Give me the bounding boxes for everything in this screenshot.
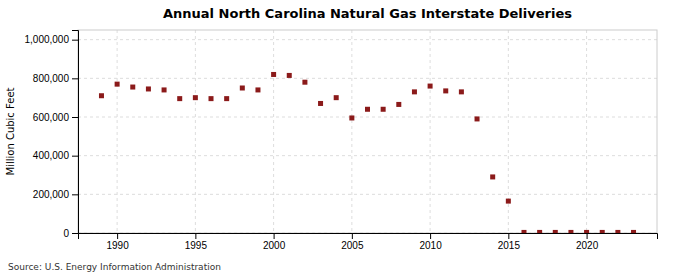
point [209, 96, 214, 101]
point [506, 199, 511, 204]
y-tick: 600,000 [33, 112, 78, 123]
y-axis-title: Million Cubic Feet [5, 87, 16, 175]
y-tick: 800,000 [33, 73, 78, 84]
x-tick-label: 1990 [106, 240, 129, 251]
plot-frame [78, 30, 657, 233]
point [428, 84, 433, 89]
y-grid-line [78, 117, 657, 118]
x-grid-line [351, 30, 352, 233]
y-tick-mark [72, 117, 78, 118]
x-tick-mark [587, 233, 588, 239]
y-tick-mark [72, 194, 78, 195]
point [537, 230, 542, 233]
y-tick-mark [72, 156, 78, 157]
title: Annual North Carolina Natural Gas Inters… [163, 6, 572, 21]
y-tick-label: 0 [63, 228, 69, 239]
y-axis: 0 200,000 400,000 600,000 800,000 1,000,000 [25, 31, 79, 239]
point [584, 230, 589, 233]
points [99, 72, 636, 233]
point [396, 102, 401, 107]
x-tick-label: 2010 [419, 240, 442, 251]
chart: 1990 1995 2000 2005 2010 2015 2020 0 200,000 400,… [0, 0, 675, 275]
point [600, 230, 605, 233]
point [302, 80, 307, 85]
x-grid-line [586, 30, 587, 233]
point [349, 115, 354, 120]
x-axis-line [79, 234, 658, 240]
y-tick-label: 1,000,000 [25, 34, 70, 45]
point [568, 230, 573, 233]
point [130, 85, 135, 90]
y-tick: 200,000 [33, 189, 78, 200]
y-tick-label: 200,000 [33, 189, 70, 200]
x-tick-label: 2005 [341, 240, 364, 251]
point [443, 88, 448, 93]
point [615, 230, 620, 233]
point [553, 230, 558, 233]
x-tick-label: 2015 [498, 240, 521, 251]
point [177, 96, 182, 101]
y-tick: 1,000,000 [25, 34, 79, 45]
point [365, 107, 370, 112]
point [240, 86, 245, 91]
point [193, 95, 198, 100]
y-tick-label: 400,000 [33, 150, 70, 161]
x-tick-label: 2020 [576, 240, 599, 251]
point [459, 89, 464, 94]
x-tick-label: 2000 [263, 240, 286, 251]
point [475, 116, 480, 121]
x-tick: 2010 [419, 233, 442, 251]
point [631, 230, 636, 233]
point [334, 95, 339, 100]
point [318, 101, 323, 106]
x-grid-line [195, 30, 196, 233]
point [381, 107, 386, 112]
y-tick-label: 600,000 [33, 112, 70, 123]
x-axis: 1990 1995 2000 2005 2010 2015 2020 [79, 233, 658, 251]
x-tick: 2015 [498, 233, 521, 251]
grid [78, 30, 657, 233]
x-tick-mark [117, 233, 118, 239]
y-grid-line [78, 155, 657, 156]
point [115, 82, 120, 87]
x-tick: 1995 [185, 233, 208, 251]
x-tick: 2005 [341, 233, 364, 251]
point [162, 87, 167, 92]
y-tick-mark [72, 233, 78, 234]
point [224, 96, 229, 101]
y-tick: 400,000 [33, 150, 78, 161]
point [271, 72, 276, 77]
y-grid-line [78, 78, 657, 79]
x-grid-line [117, 30, 118, 233]
point [490, 174, 495, 179]
x-tick-label: 1995 [185, 240, 208, 251]
x-grid-line [273, 30, 274, 233]
x-tick-mark [274, 233, 275, 239]
y-axis-line [72, 31, 79, 234]
point [146, 86, 151, 91]
y-tick: 0 [63, 228, 78, 239]
y-grid-line [78, 194, 657, 195]
x-tick-mark [508, 233, 509, 239]
y-grid-line [78, 39, 657, 40]
annotation: Source: U.S. Energy Information Administ… [8, 262, 221, 272]
y-tick-mark [72, 40, 78, 41]
point [412, 89, 417, 94]
x-tick-mark [352, 233, 353, 239]
x-tick-mark [430, 233, 431, 239]
point [99, 93, 104, 98]
point [287, 73, 292, 78]
y-tick-label: 800,000 [33, 73, 70, 84]
plot: 1990 1995 2000 2005 2010 2015 2020 0 200,000 400,… [25, 30, 658, 251]
x-grid-line [430, 30, 431, 233]
y-tick-mark [72, 78, 78, 79]
point [521, 230, 526, 233]
x-tick: 2020 [576, 233, 599, 251]
x-tick: 1990 [106, 233, 129, 251]
x-tick: 2000 [263, 233, 286, 251]
x-tick-mark [195, 233, 196, 239]
point [255, 87, 260, 92]
